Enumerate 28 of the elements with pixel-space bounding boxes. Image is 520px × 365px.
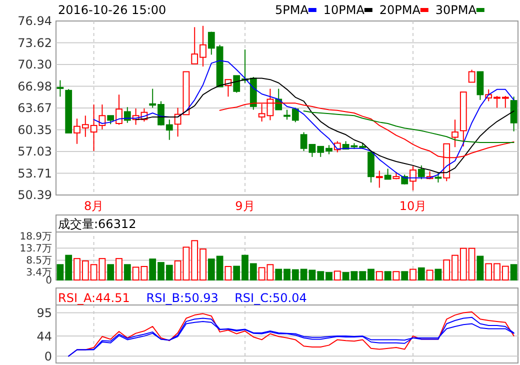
- x-tick-label: 8月: [84, 199, 104, 213]
- series-label: RSI_B:50.93: [146, 291, 218, 305]
- y-tick-label: 0: [44, 349, 52, 364]
- y-tick-label: 76.94: [18, 14, 52, 28]
- y-tick-label: 0: [46, 276, 52, 286]
- chart-title: 2016-10-26 15:00: [58, 3, 166, 17]
- legend-label: 30PMA: [435, 3, 478, 17]
- y-tick-label: 44: [36, 329, 52, 344]
- y-tick-label: 50.39: [18, 188, 52, 202]
- x-tick-label: 9月: [235, 199, 255, 213]
- y-tick-label: 18.9万: [20, 232, 52, 242]
- x-tick-label: 10月: [399, 199, 427, 213]
- y-tick-label: 13.7万: [20, 244, 52, 255]
- legend-label: 5PMA: [275, 3, 310, 17]
- y-tick-label: 8.5万: [26, 256, 52, 267]
- y-tick-label: 57.03: [18, 144, 52, 159]
- legend-label: 10PMA: [323, 3, 366, 17]
- y-tick-label: 63.67: [18, 101, 52, 116]
- y-tick-label: 95: [36, 306, 52, 320]
- chart-title: 成交量:66312: [58, 217, 136, 231]
- y-tick-label: 66.98: [18, 79, 52, 94]
- text: RSI_A:44.51: [58, 291, 130, 305]
- y-tick-label: 53.71: [18, 166, 52, 180]
- legend-label: 20PMA: [379, 3, 422, 17]
- y-tick-label: 73.62: [18, 36, 52, 50]
- text: RSI_C:50.04: [234, 291, 307, 305]
- y-tick-label: 60.35: [18, 122, 52, 137]
- y-tick-label: 70.30: [18, 58, 52, 72]
